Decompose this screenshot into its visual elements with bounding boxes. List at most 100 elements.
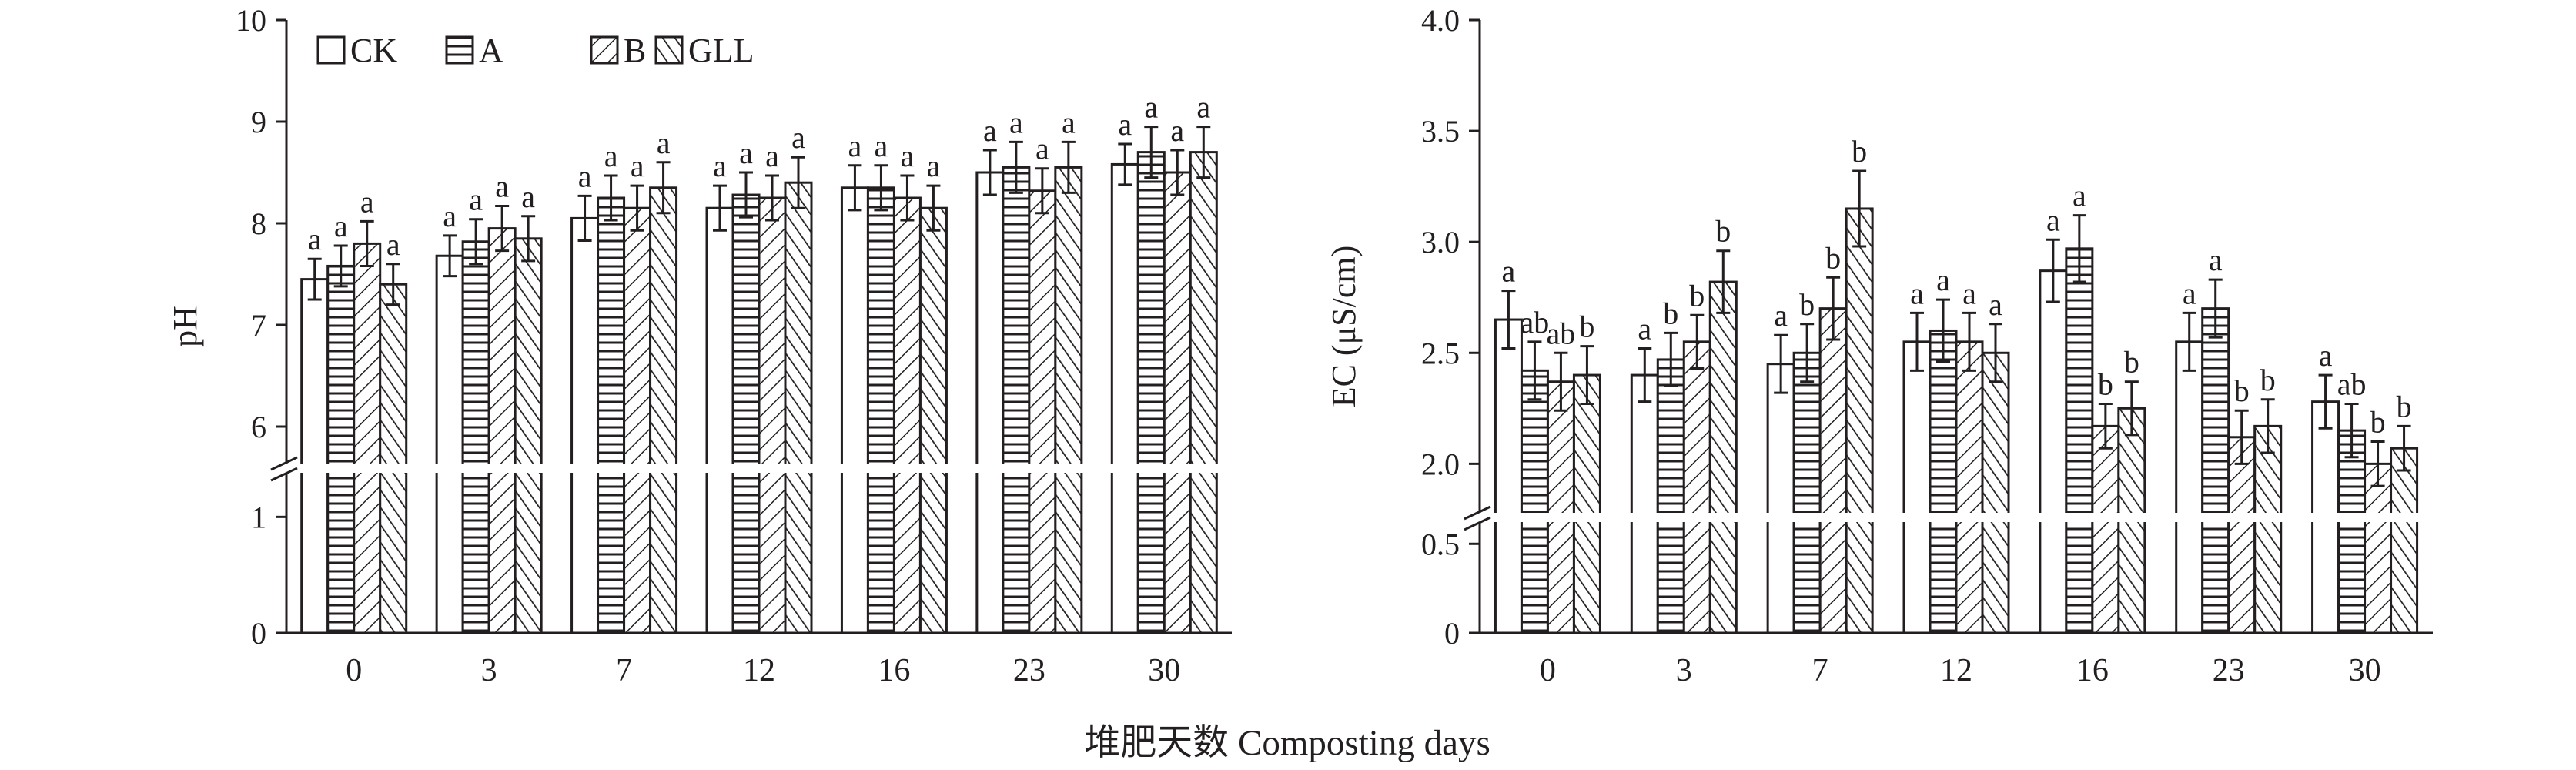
bar-CK-3 (1630, 373, 1659, 634)
bar-GLL-23 (1054, 166, 1083, 634)
y-tick-label: 9 (251, 105, 266, 139)
significance-letter: a (1962, 276, 1976, 310)
significance-letter: a (1196, 90, 1210, 125)
bar-A-30 (1136, 151, 1166, 634)
significance-letter: a (604, 139, 618, 173)
bar-CK-3 (435, 254, 464, 634)
significance-letter: b (1825, 240, 1841, 275)
significance-letter: a (1989, 287, 2002, 322)
y-tick-label: 0 (251, 616, 266, 651)
bar-CK-16 (840, 186, 869, 634)
y-axis-title: pH (166, 306, 204, 347)
bar-GLL-0 (379, 283, 408, 634)
significance-letter: ab (2337, 367, 2367, 402)
significance-letter: b (1579, 310, 1594, 344)
significance-letter: a (1118, 107, 1132, 142)
bar-B-30 (2364, 462, 2393, 634)
significance-letter: a (308, 222, 322, 256)
bar-A-3 (461, 240, 490, 634)
significance-letter: a (1936, 263, 1950, 297)
x-tick-label: 30 (2349, 653, 2381, 688)
bar-GLL-30 (1189, 151, 1218, 634)
x-tick-label: 12 (743, 653, 775, 688)
x-tick-label: 16 (878, 653, 910, 688)
significance-letter: b (2098, 367, 2113, 402)
legend-label-A: A (479, 32, 503, 69)
y-tick-label: 0 (1444, 616, 1460, 651)
y-tick-label: 10 (236, 3, 266, 38)
significance-letter: a (713, 149, 727, 183)
legend: CK A B GLL (316, 32, 754, 69)
significance-letter: a (2073, 179, 2086, 213)
bar-CK-16 (2039, 270, 2068, 634)
bar-A-30 (2337, 429, 2367, 634)
significance-letter: b (2370, 405, 2386, 440)
x-tick-label: 23 (1013, 653, 1045, 688)
bar-CK-0 (1494, 318, 1523, 634)
significance-letter: b (2124, 345, 2139, 380)
y-tick-label: 3.0 (1421, 225, 1460, 259)
significance-letter: b (2260, 363, 2276, 397)
bar-GLL-7 (649, 186, 678, 634)
axis-break-mark (1464, 516, 1491, 531)
significance-letter: b (2397, 389, 2412, 424)
x-tick-label: 0 (1540, 653, 1556, 688)
bar-GLL-16 (918, 206, 948, 634)
significance-letter: b (1799, 287, 1815, 322)
bars (300, 151, 1218, 634)
significance-letter: a (386, 227, 400, 262)
significance-letter: a (1035, 132, 1049, 166)
x-tick-label: 0 (346, 653, 362, 688)
significance-letter: a (2183, 276, 2196, 310)
bar-B-0 (1546, 380, 1575, 634)
bar-B-3 (487, 227, 517, 634)
significance-letter: a (495, 169, 509, 204)
axis-break-mark (270, 456, 298, 471)
x-tick-label: 16 (2076, 653, 2109, 688)
significance-letter: a (875, 129, 888, 163)
y-axis-title: EC (μS/cm) (1325, 246, 1363, 408)
significance-letter: a (1774, 298, 1788, 333)
x-tick-label: 3 (481, 653, 497, 688)
bar-GLL-12 (784, 181, 813, 634)
bar-GLL-30 (2390, 447, 2419, 634)
y-tick-label: 7 (251, 308, 266, 343)
bar-B-12 (758, 196, 787, 634)
significance-letter: b (1715, 214, 1731, 249)
significance-letter: b (1663, 296, 1678, 330)
y-tick-label: 2.5 (1421, 336, 1460, 370)
legend-swatch-A (445, 35, 474, 65)
axis-break-mark (270, 467, 298, 482)
bar-B-30 (1163, 171, 1192, 634)
significance-letter: a (901, 139, 915, 173)
x-tick-label: 12 (1940, 653, 1972, 688)
bar-B-23 (2227, 436, 2257, 634)
significance-letter: a (1638, 312, 1651, 346)
legend-swatch-CK (316, 35, 346, 65)
significance-letter: a (1144, 90, 1158, 125)
significance-letter: a (1009, 105, 1023, 139)
bar-A-23 (1002, 166, 1031, 634)
significance-letter: a (2046, 203, 2060, 237)
bar-CK-7 (1766, 363, 1795, 634)
bar-B-16 (892, 196, 922, 634)
significance-letter: a (1170, 113, 1184, 148)
bar-GLL-3 (1708, 280, 1738, 634)
bar-GLL-3 (514, 237, 543, 634)
legend-label-CK: CK (350, 32, 397, 69)
significance-letter: a (469, 182, 483, 217)
bar-CK-23 (975, 171, 1005, 634)
bar-B-16 (2091, 424, 2120, 634)
bar-B-7 (1818, 307, 1848, 634)
y-tick-label: 1 (251, 500, 266, 534)
significance-letter: a (443, 199, 457, 233)
bar-CK-7 (570, 216, 600, 634)
bar-B-12 (1955, 340, 1984, 634)
significance-letter: a (2209, 243, 2223, 277)
significance-letter: a (983, 113, 997, 148)
bar-CK-12 (1902, 340, 1932, 634)
bar-CK-23 (2175, 340, 2204, 634)
bar-A-23 (2201, 307, 2230, 634)
